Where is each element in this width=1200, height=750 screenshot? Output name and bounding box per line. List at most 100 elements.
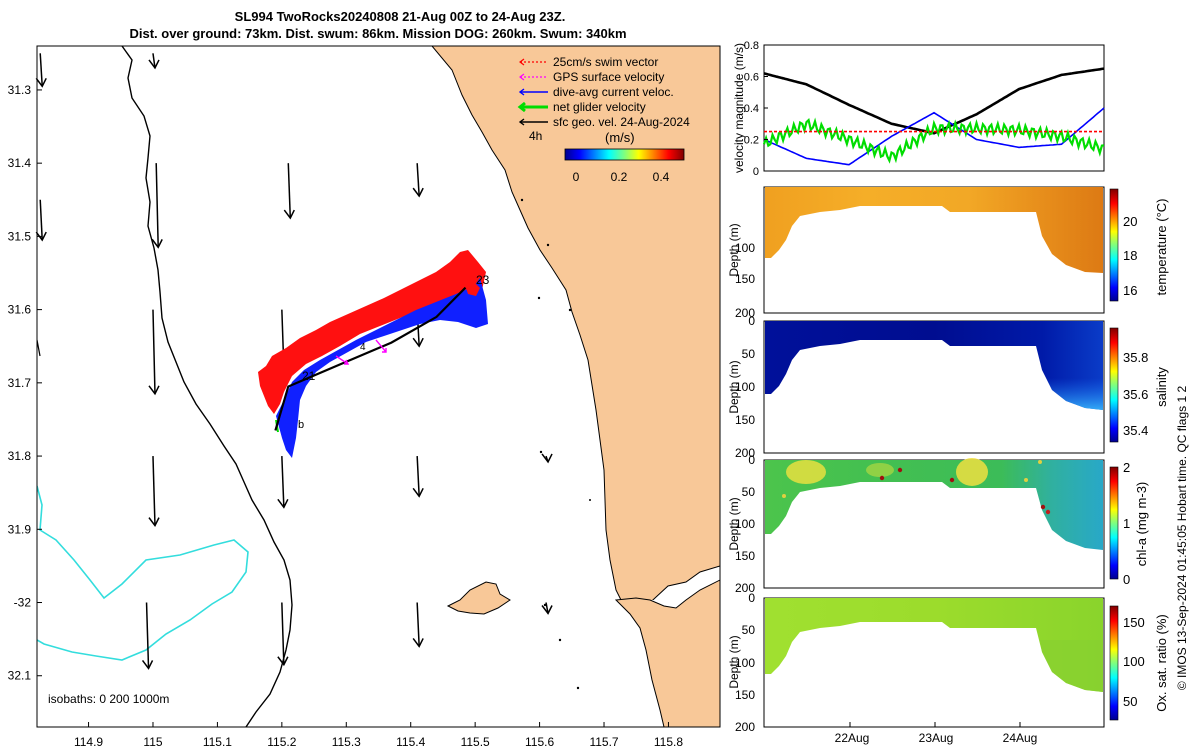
geo-vector	[541, 602, 553, 615]
legend-net-label: net glider velocity	[553, 100, 646, 114]
geo-vector	[412, 456, 424, 498]
chl-patch-3	[866, 463, 894, 477]
swath-red	[258, 250, 486, 414]
map-ytick-label: 32.1	[8, 669, 32, 683]
geo-vector	[148, 456, 160, 528]
chl-cbar-tick-1: 1	[1123, 516, 1130, 531]
timestamp-text: © IMOS 13-Sep-2024 01:45:05 Hobart time.…	[1175, 386, 1189, 691]
land-mass	[431, 46, 720, 613]
geo-vector	[277, 602, 289, 667]
chl-patch-1	[786, 460, 826, 484]
track-label-b: b	[298, 419, 304, 431]
sal-ylabel: Depth (m)	[727, 360, 741, 413]
legend-geo-label: sfc geo. vel. 24-Aug-2024	[553, 115, 690, 129]
geo-vector	[541, 453, 553, 464]
xtick-24aug: 24Aug	[1003, 731, 1038, 745]
map-xtick-label: 115.2	[267, 735, 296, 749]
map-ytick-label: 31.7	[8, 376, 32, 390]
gps-vector-1	[335, 355, 350, 365]
ox-cbar-tick-50: 50	[1123, 694, 1137, 709]
chl-patch-2	[956, 458, 988, 486]
legend-swim-label: 25cm/s swim vector	[553, 55, 658, 69]
chl-field	[765, 460, 1103, 550]
chl-cbar-tick-2: 2	[1123, 460, 1130, 475]
chl-dot	[1038, 460, 1042, 464]
chl-dot	[1045, 509, 1051, 515]
map-xtick-label: 115.3	[332, 735, 361, 749]
salinity-field	[765, 321, 1103, 410]
title-line1: SL994 TwoRocks20240808 21-Aug 00Z to 24-…	[235, 9, 566, 24]
title-line2: Dist. over ground: 73km. Dist. swum: 86k…	[129, 26, 626, 41]
map-ytick-label: 31.9	[8, 522, 32, 536]
temperature-yaxis: 100 150 200 Depth (m)	[727, 223, 755, 320]
sal-ytick-50: 50	[742, 347, 756, 361]
map-ytick-label: 31.5	[8, 229, 32, 243]
chl-dot	[879, 475, 885, 481]
velocity-ytick-label: 0.8	[744, 40, 759, 52]
velocity-ytick-label: 0.4	[744, 103, 759, 115]
geo-velocity-vectors	[35, 53, 553, 670]
legend-current-head	[518, 88, 525, 96]
ox-colorbar	[1109, 605, 1119, 721]
temp-ytick-150: 150	[735, 272, 755, 286]
ox-xaxis: 22Aug 23Aug 24Aug	[835, 722, 1038, 745]
glider-track-line	[274, 286, 467, 431]
salinity-fade	[1040, 346, 1103, 410]
salinity-panel: 0 50 100 150 200 Depth (m) 35.4 35.6 35.…	[727, 314, 1169, 460]
velocity-line-sfc-geo	[763, 67, 1105, 135]
legend-gps-label: GPS surface velocity	[553, 70, 664, 84]
chl-dot	[782, 494, 786, 498]
sal-ytick-0: 0	[748, 314, 755, 328]
legend-net-head	[517, 101, 526, 113]
velocity-ytick-label: 0	[753, 166, 759, 178]
oxygen-panel: 0 50 100 150 200 Depth (m) 22Aug 23Aug 2…	[727, 591, 1169, 745]
chl-dot	[1040, 504, 1046, 510]
chl-dot	[1024, 478, 1028, 482]
map-panel: 23 21 b 4 25cm/s swim vector GPS surface…	[8, 45, 721, 749]
temp-cbar-tick-16: 16	[1123, 283, 1137, 298]
map-axes: 114.9 115 115.1 115.2 115.3 115.4 115.5 115.6 11…	[8, 83, 684, 749]
sal-cbar-tick-356: 35.6	[1123, 387, 1148, 402]
legend-geo-head	[518, 118, 525, 126]
geo-vector	[35, 199, 47, 242]
xtick-22aug: 22Aug	[835, 731, 870, 745]
temp-ytick-100: 100	[735, 241, 755, 255]
ox-field	[765, 598, 1103, 692]
geo-vector	[412, 602, 424, 648]
chl-cbar-tick-0: 0	[1123, 572, 1130, 587]
track-label-21: 21	[302, 369, 316, 383]
temperature-field	[765, 187, 1103, 273]
velocity-ytick-label: 0.6	[744, 72, 759, 84]
map-ytick-label: 31.4	[8, 156, 32, 170]
ox-ytick-200: 200	[735, 720, 755, 734]
velocity-line-dive-avg-current	[763, 107, 1105, 166]
map-xtick-label: 115.4	[396, 735, 425, 749]
temp-cbar-label: temperature (°C)	[1154, 199, 1169, 296]
chlorophyll-panel: 0 50 100 150 200 Depth (m) 0 1 2 chl-a (…	[727, 453, 1149, 595]
map-ytick-label: 31.3	[8, 83, 32, 97]
chl-yaxis: 0 50 100 150 200 Depth (m)	[727, 453, 755, 595]
colorbar-tick-1: 0.2	[611, 170, 628, 184]
temperature-colorbar	[1109, 188, 1119, 302]
sal-ytick-100: 100	[735, 380, 755, 394]
chl-ytick-100: 100	[735, 517, 755, 531]
map-legend: 25cm/s swim vector GPS surface velocity …	[517, 55, 690, 184]
ox-ylabel: Depth (m)	[727, 635, 741, 688]
chl-ylabel: Depth (m)	[727, 497, 741, 550]
swath-red-tip	[466, 282, 480, 296]
ox-cbar-label: Ox. sat. ratio (%)	[1154, 614, 1169, 712]
map-xtick-label: 115.5	[461, 735, 490, 749]
chl-ytick-150: 150	[735, 549, 755, 563]
map-ytick-label: -32	[14, 596, 32, 610]
velocity-ytick-label: 0.2	[744, 135, 759, 147]
temp-ylabel: Depth (m)	[727, 223, 741, 276]
geo-vector	[35, 53, 47, 88]
colorbar-unit: (m/s)	[605, 130, 635, 145]
chl-dot	[949, 477, 955, 483]
chl-dot	[897, 467, 903, 473]
chl-patches	[782, 458, 1051, 515]
swath-blue	[276, 278, 488, 458]
isobath-1000m	[37, 485, 249, 661]
map-xtick-label: 115.7	[589, 735, 618, 749]
